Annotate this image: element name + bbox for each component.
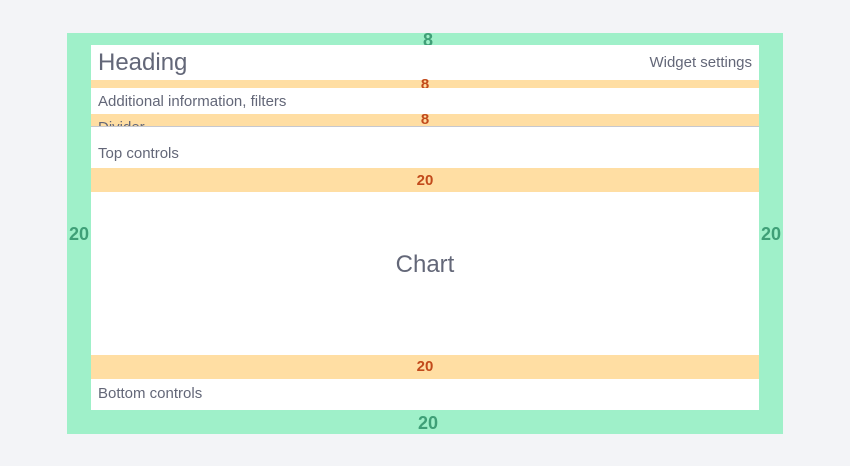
chart-label: Chart [395,251,455,278]
padding-bottom-label: 20 [417,413,439,433]
padding-top-label: 8 [422,30,433,50]
gap-after-heading: 8 [91,77,759,92]
gap-after-info: 8 Divider [91,111,759,135]
gap-after-top-controls: 20 [91,168,759,192]
widget-settings-button[interactable]: Widget settings [649,54,752,71]
top-controls-block: Top controls [91,127,759,168]
padding-right-label: 20 [760,224,782,244]
padding-left-label: 20 [68,224,90,244]
gap-after-info-label: 8 [420,111,430,128]
gap-after-heading-label: 8 [420,76,430,93]
top-controls-text: Top controls [98,145,179,162]
additional-info-text: Additional information, filters [98,93,287,110]
gap-after-chart: 20 [91,355,759,379]
additional-info-block: Additional information, filters [91,88,759,114]
widget-heading: Heading [98,49,188,76]
chart-block: Chart [91,192,759,355]
bottom-controls-text: Bottom controls [98,385,203,402]
header-block: Heading Widget settings [91,45,759,80]
divider-line [91,126,759,127]
gap-after-chart-label: 20 [416,358,434,375]
bottom-controls-block: Bottom controls [91,379,759,410]
gap-after-top-controls-label: 20 [416,172,434,189]
